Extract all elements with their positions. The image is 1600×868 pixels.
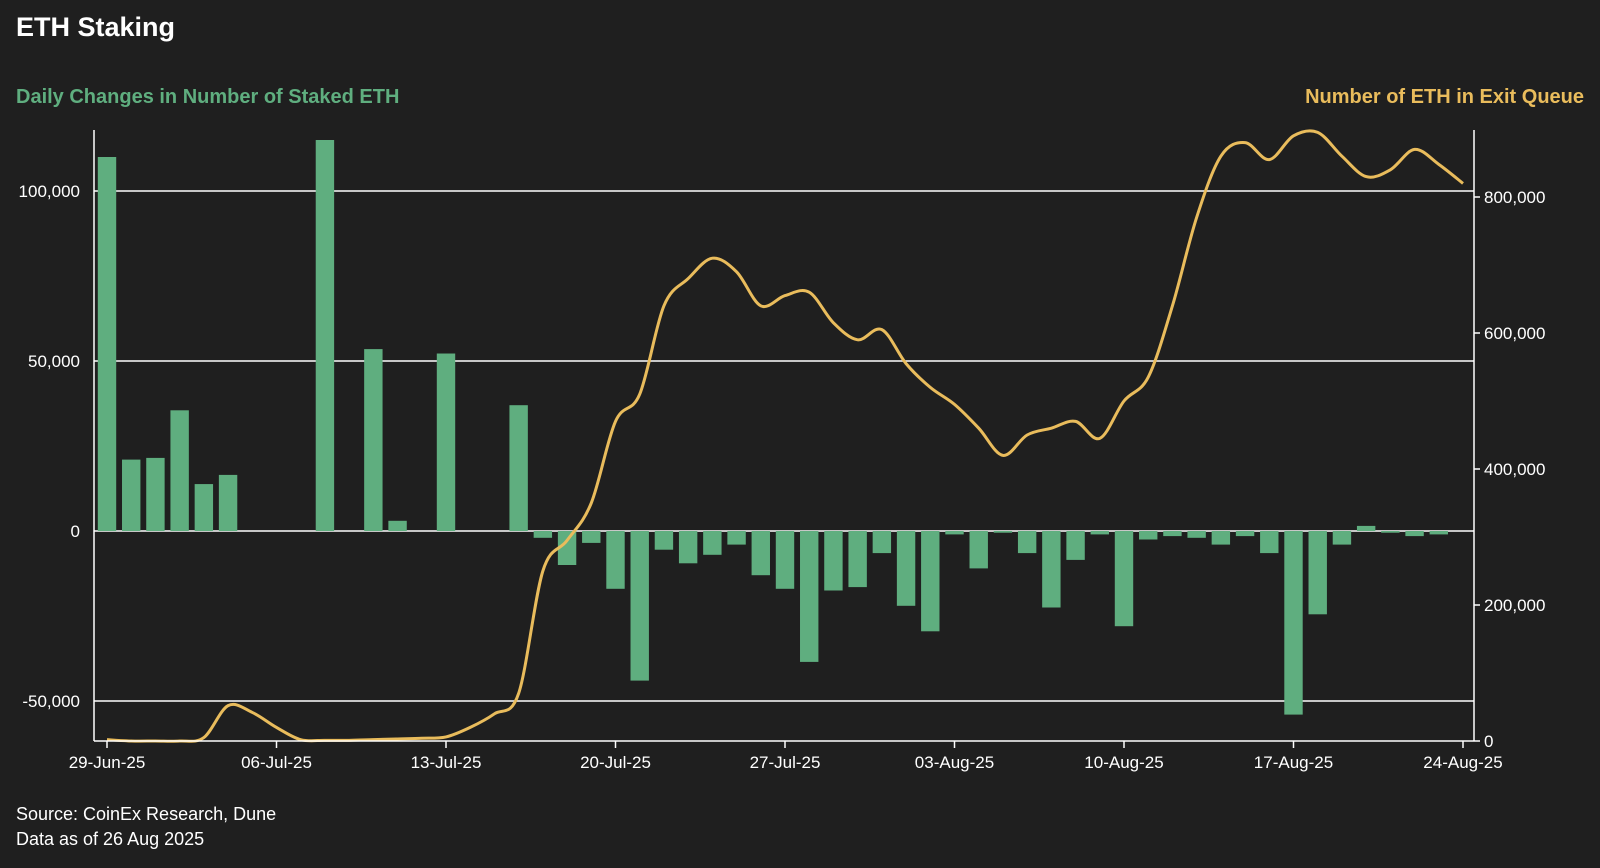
bar	[1235, 531, 1255, 537]
y-left-tick-label: 0	[71, 522, 80, 541]
line-series	[106, 129, 1464, 743]
x-tick-label: 13-Jul-25	[411, 753, 482, 772]
bar	[97, 157, 117, 531]
bar	[921, 531, 940, 632]
y-left-tick-label: 50,000	[28, 352, 80, 371]
bar	[146, 457, 165, 531]
bar	[945, 531, 964, 535]
bar	[1308, 531, 1327, 615]
right-axis-label: Number of ETH in Exit Queue	[1305, 86, 1584, 108]
y-left-tick-label: -50,000	[22, 692, 80, 711]
x-tick-label: 17-Aug-25	[1254, 753, 1333, 772]
source-note: Source: CoinEx Research, Dune	[16, 804, 277, 824]
bar	[775, 531, 795, 589]
x-tick-label: 29-Jun-25	[69, 753, 146, 772]
bar	[1042, 531, 1061, 608]
left-axis-label: Daily Changes in Number of Staked ETH	[16, 86, 400, 108]
bar	[727, 531, 746, 545]
x-tick-label: 03-Aug-25	[915, 753, 994, 772]
x-tick-label: 06-Jul-25	[241, 753, 312, 772]
bar	[654, 531, 674, 550]
bar	[1066, 531, 1085, 560]
bar	[557, 531, 577, 565]
bar	[824, 531, 843, 591]
bar	[896, 531, 916, 606]
bar	[872, 531, 892, 554]
bar	[1332, 531, 1352, 545]
bar	[703, 531, 722, 555]
chart-area: 100,000 50,000 0 -50,000 0 200,000 400,000 600,…	[19, 129, 1545, 772]
bar	[218, 474, 238, 531]
x-tick-label: 24-Aug-25	[1423, 753, 1502, 772]
x-tick-label: 20-Jul-25	[580, 753, 651, 772]
bar	[751, 531, 770, 576]
as-of-note: Data as of 26 Aug 2025	[16, 829, 205, 849]
bar	[800, 531, 819, 662]
bar	[388, 520, 407, 531]
bar	[194, 484, 214, 531]
chart-title: ETH Staking	[16, 12, 176, 42]
bar	[993, 531, 1013, 533]
axes: 100,000 50,000 0 -50,000 0 200,000 400,000 600,…	[19, 130, 1545, 772]
bar	[1429, 531, 1448, 535]
bar	[315, 140, 335, 531]
bar	[436, 353, 456, 531]
bar	[1356, 525, 1376, 531]
y-left-tick-label: 100,000	[19, 182, 80, 201]
bar	[1090, 531, 1109, 535]
bar	[533, 531, 553, 538]
bar-series	[97, 140, 1448, 715]
exit-queue-line	[106, 129, 1464, 743]
y-right-tick-label: 0	[1484, 732, 1493, 751]
bar	[630, 531, 649, 681]
bar	[509, 405, 528, 531]
bar	[1381, 531, 1400, 533]
bar	[1405, 531, 1424, 537]
bar	[1163, 531, 1182, 537]
bar	[582, 531, 601, 543]
bar	[1211, 531, 1231, 545]
bar	[969, 531, 988, 569]
x-tick-label: 10-Aug-25	[1084, 753, 1163, 772]
bar	[1139, 531, 1158, 540]
y-right-tick-label: 200,000	[1484, 596, 1545, 615]
bar	[1187, 531, 1206, 538]
bar	[170, 410, 189, 531]
y-right-tick-label: 600,000	[1484, 324, 1545, 343]
bar	[678, 531, 698, 564]
bar	[1260, 531, 1279, 554]
bar	[122, 459, 141, 531]
bar	[606, 531, 625, 589]
bar	[1114, 531, 1134, 627]
bar	[1284, 531, 1303, 715]
bar	[364, 349, 383, 531]
x-tick-label: 27-Jul-25	[750, 753, 821, 772]
y-right-tick-label: 800,000	[1484, 188, 1545, 207]
bar	[848, 531, 867, 588]
gridlines	[94, 190, 1474, 702]
y-right-tick-label: 400,000	[1484, 460, 1545, 479]
bar	[1017, 531, 1037, 554]
